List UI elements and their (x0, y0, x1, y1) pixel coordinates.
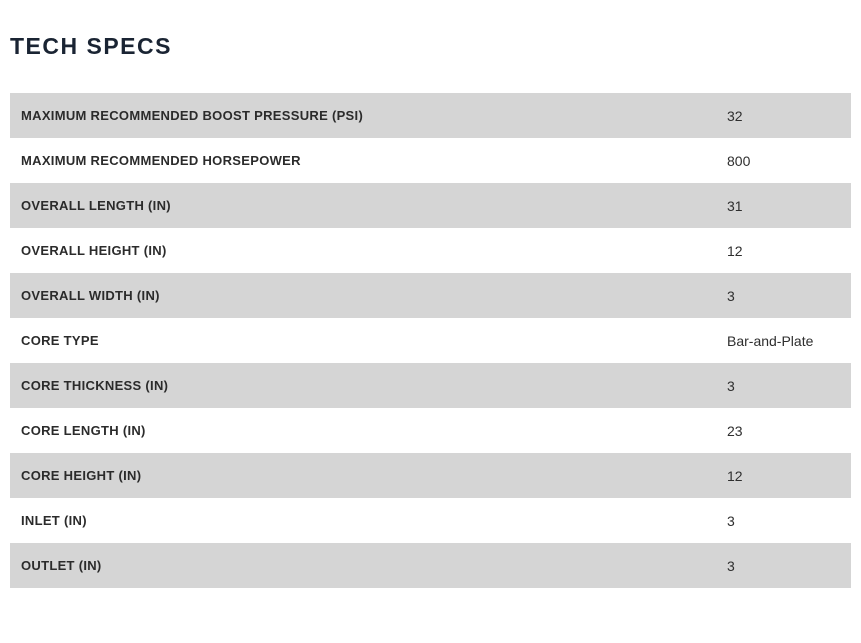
spec-value: 3 (727, 377, 735, 394)
spec-row: OVERALL LENGTH (IN) 31 (10, 183, 851, 228)
spec-row: INLET (IN) 3 (10, 498, 851, 543)
spec-label: CORE THICKNESS (IN) (21, 378, 169, 393)
spec-label: OUTLET (IN) (21, 558, 102, 573)
spec-value: 3 (727, 287, 735, 304)
spec-row: OUTLET (IN) 3 (10, 543, 851, 588)
spec-row: CORE THICKNESS (IN) 3 (10, 363, 851, 408)
spec-row: MAXIMUM RECOMMENDED HORSEPOWER 800 (10, 138, 851, 183)
spec-value: Bar-and-Plate (727, 332, 814, 349)
spec-value: 12 (727, 242, 743, 259)
spec-value: 12 (727, 467, 743, 484)
spec-label: CORE TYPE (21, 333, 99, 348)
spec-label: MAXIMUM RECOMMENDED BOOST PRESSURE (PSI) (21, 108, 364, 123)
spec-row: CORE TYPE Bar-and-Plate (10, 318, 851, 363)
spec-label: OVERALL HEIGHT (IN) (21, 243, 167, 258)
spec-label: MAXIMUM RECOMMENDED HORSEPOWER (21, 153, 301, 168)
spec-row: CORE HEIGHT (IN) 12 (10, 453, 851, 498)
page-title: TECH SPECS (10, 33, 172, 59)
spec-row: OVERALL WIDTH (IN) 3 (10, 273, 851, 318)
spec-value: 31 (727, 197, 743, 214)
spec-row: MAXIMUM RECOMMENDED BOOST PRESSURE (PSI)… (10, 93, 851, 138)
spec-label: INLET (IN) (21, 513, 87, 528)
spec-value: 23 (727, 422, 743, 439)
spec-label: CORE HEIGHT (IN) (21, 468, 142, 483)
spec-label: CORE LENGTH (IN) (21, 423, 146, 438)
spec-value: 3 (727, 512, 735, 529)
spec-label: OVERALL LENGTH (IN) (21, 198, 171, 213)
spec-value: 3 (727, 557, 735, 574)
spec-row: OVERALL HEIGHT (IN) 12 (10, 228, 851, 273)
spec-label: OVERALL WIDTH (IN) (21, 288, 160, 303)
specs-table: MAXIMUM RECOMMENDED BOOST PRESSURE (PSI)… (10, 93, 851, 588)
spec-value: 32 (727, 107, 743, 124)
spec-row: CORE LENGTH (IN) 23 (10, 408, 851, 453)
spec-value: 800 (727, 152, 751, 169)
